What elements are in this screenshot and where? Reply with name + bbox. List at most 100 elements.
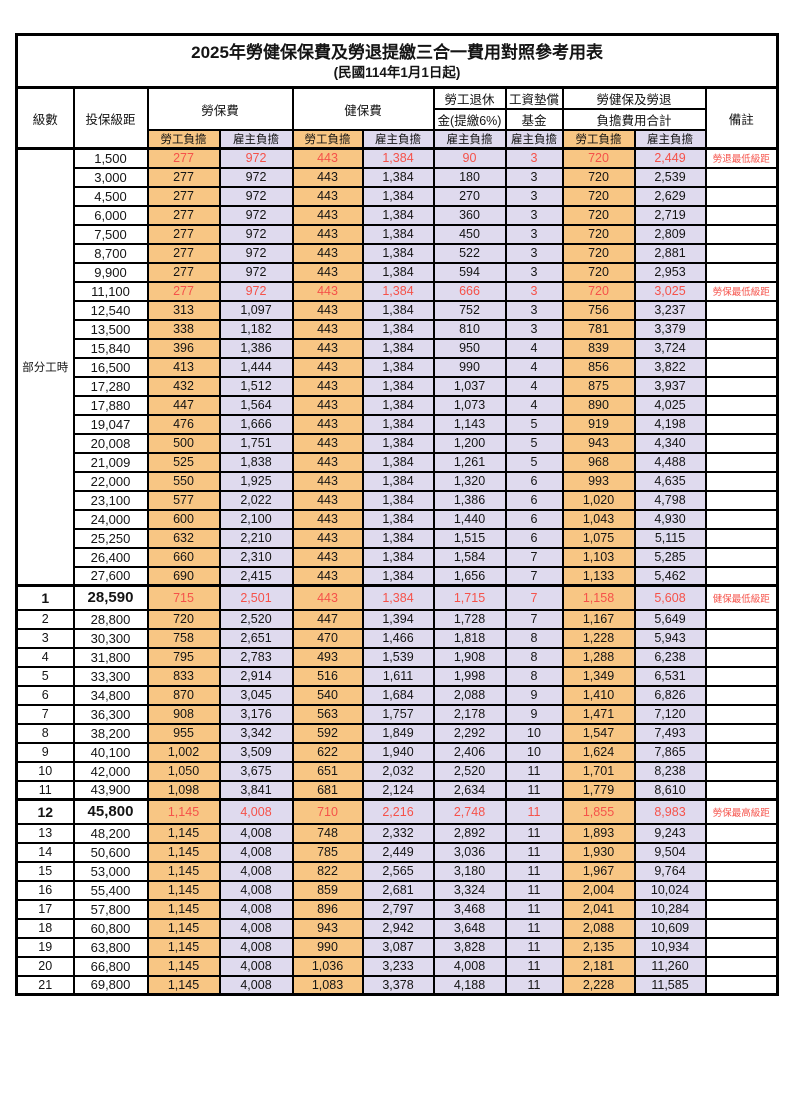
cell-fund-employer: 3: [504, 204, 564, 226]
cell-total-employer: 2,809: [633, 223, 707, 245]
cell-bracket: 7,500: [72, 223, 149, 245]
cell-pension-employer: 3,828: [432, 936, 507, 958]
cell-total-employer: 6,531: [633, 665, 707, 687]
cell-pension-employer: 2,292: [432, 722, 507, 744]
cell-health-employer: 1,384: [361, 147, 435, 169]
cell-fund-employer: 5: [504, 432, 564, 454]
cell-health-employee: 943: [291, 917, 364, 939]
cell-pension-employer: 1,037: [432, 375, 507, 397]
cell-note: [704, 565, 779, 587]
cell-labor-employee: 600: [146, 508, 221, 530]
cell-labor-employer: 2,022: [218, 489, 294, 511]
cell-total-employee: 2,135: [561, 936, 636, 958]
cell-health-employee: 443: [291, 185, 364, 207]
cell-total-employee: 2,088: [561, 917, 636, 939]
cell-health-employee: 443: [291, 413, 364, 435]
cell-fund-employer: 4: [504, 337, 564, 359]
table-row: 19 63,800 1,145 4,008 990 3,087 3,828 11 2,135 10…: [15, 936, 779, 958]
table-row: 18 60,800 1,145 4,008 943 2,942 3,648 11 2,088 10…: [15, 917, 779, 939]
header-health-employer: 雇主負擔: [361, 129, 435, 150]
cell-health-employee: 443: [291, 546, 364, 568]
cell-note: [704, 860, 779, 882]
cell-health-employer: 1,384: [361, 413, 435, 435]
cell-bracket: 11,100: [72, 280, 149, 302]
cell-labor-employee: 1,050: [146, 760, 221, 782]
cell-note: [704, 451, 779, 473]
cell-total-employee: 968: [561, 451, 636, 473]
cell-total-employee: 1,471: [561, 703, 636, 725]
cell-health-employer: 1,611: [361, 665, 435, 687]
cell-health-employee: 443: [291, 527, 364, 549]
cell-labor-employer: 1,512: [218, 375, 294, 397]
cell-fund-employer: 9: [504, 684, 564, 706]
table-header: 2025年勞健保保費及勞退提繳三合一費用對照參考用表 (民國114年1月1日起)…: [15, 33, 779, 150]
cell-fund-employer: 4: [504, 375, 564, 397]
cell-labor-employee: 1,145: [146, 841, 221, 863]
cell-level: 16: [15, 879, 75, 901]
table-row: 17,280 432 1,512 443 1,384 1,037 4 875 3,937: [17, 375, 779, 397]
cell-fund-employer: 5: [504, 413, 564, 435]
cell-health-employee: 443: [291, 584, 364, 611]
cell-fund-employer: 10: [504, 722, 564, 744]
cell-fund-employer: 3: [504, 299, 564, 321]
cell-total-employee: 856: [561, 356, 636, 378]
header-note: 備註: [704, 86, 779, 150]
cell-labor-employer: 2,415: [218, 565, 294, 587]
header-total-employer: 雇主負擔: [633, 129, 707, 150]
cell-health-employer: 1,384: [361, 375, 435, 397]
cell-note: [704, 356, 779, 378]
cell-total-employer: 11,585: [633, 974, 707, 996]
cell-total-employer: 2,539: [633, 166, 707, 188]
cell-pension-employer: 1,515: [432, 527, 507, 549]
cell-health-employer: 1,384: [361, 432, 435, 454]
cell-total-employee: 2,181: [561, 955, 636, 977]
cell-level: 12: [15, 798, 75, 825]
cell-health-employer: 1,757: [361, 703, 435, 725]
header-pension-line2: 金(提繳6%): [432, 108, 507, 131]
cell-bracket: 42,000: [72, 760, 149, 782]
cell-note: [704, 261, 779, 283]
table-row: 8 38,200 955 3,342 592 1,849 2,292 10 1,547 7,493: [15, 722, 779, 744]
cell-labor-employee: 758: [146, 627, 221, 649]
cell-fund-employer: 7: [504, 565, 564, 587]
cell-level: 17: [15, 898, 75, 920]
cell-fund-employer: 6: [504, 508, 564, 530]
cell-labor-employer: 1,386: [218, 337, 294, 359]
cell-health-employee: 681: [291, 779, 364, 801]
cell-health-employee: 651: [291, 760, 364, 782]
cell-health-employer: 1,384: [361, 451, 435, 473]
cell-health-employee: 470: [291, 627, 364, 649]
cell-health-employer: 3,233: [361, 955, 435, 977]
cell-bracket: 28,800: [72, 608, 149, 630]
cell-health-employer: 1,384: [361, 337, 435, 359]
cell-total-employee: 720: [561, 166, 636, 188]
cell-labor-employer: 2,651: [218, 627, 294, 649]
cell-health-employer: 1,394: [361, 608, 435, 630]
cell-health-employer: 1,384: [361, 299, 435, 321]
table-row: 5 33,300 833 2,914 516 1,611 1,998 8 1,349 6,531: [15, 665, 779, 687]
cell-note: [704, 413, 779, 435]
table-row: 4 31,800 795 2,783 493 1,539 1,908 8 1,288 6,238: [15, 646, 779, 668]
cell-note: [704, 489, 779, 511]
cell-labor-employer: 3,342: [218, 722, 294, 744]
cell-note: [704, 646, 779, 668]
cell-pension-employer: 2,178: [432, 703, 507, 725]
premium-comparison-table: 2025年勞健保保費及勞退提繳三合一費用對照參考用表 (民國114年1月1日起)…: [15, 33, 780, 996]
cell-total-employee: 2,041: [561, 898, 636, 920]
cell-total-employer: 4,930: [633, 508, 707, 530]
cell-labor-employer: 972: [218, 242, 294, 264]
cell-level: 10: [15, 760, 75, 782]
header-level: 級數: [15, 86, 75, 150]
cell-labor-employer: 2,210: [218, 527, 294, 549]
table-row: 7 36,300 908 3,176 563 1,757 2,178 9 1,471 7,120: [15, 703, 779, 725]
cell-labor-employer: 3,509: [218, 741, 294, 763]
cell-level: 18: [15, 917, 75, 939]
cell-health-employee: 785: [291, 841, 364, 863]
cell-total-employee: 1,855: [561, 798, 636, 825]
cell-bracket: 4,500: [72, 185, 149, 207]
table-row: 6,000 277 972 443 1,384 360 3 720 2,719: [17, 204, 779, 226]
cell-health-employer: 1,384: [361, 166, 435, 188]
table-row: 12 45,800 1,145 4,008 710 2,216 2,748 11 1,855 8,…: [15, 798, 779, 825]
cell-fund-employer: 11: [504, 779, 564, 801]
cell-fund-employer: 6: [504, 527, 564, 549]
